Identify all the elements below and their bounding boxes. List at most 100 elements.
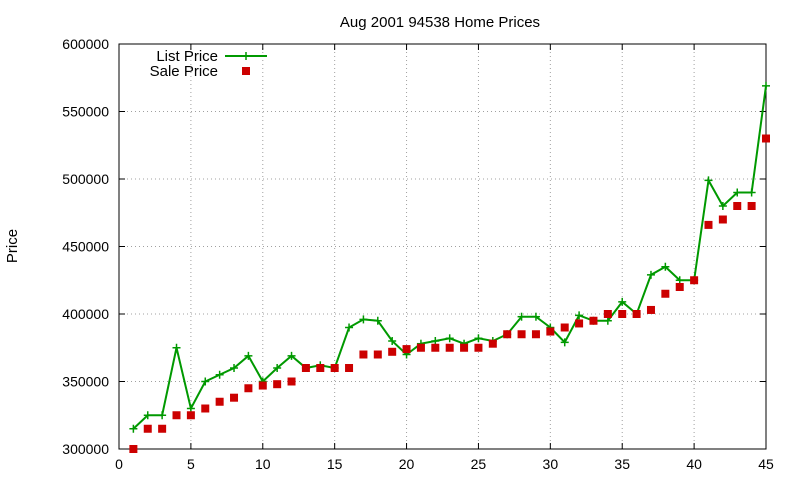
sale-price-point bbox=[603, 310, 612, 318]
legend-label-sale-price: Sale Price bbox=[150, 63, 218, 80]
sale-price-point bbox=[460, 343, 469, 352]
list-price-point bbox=[704, 176, 713, 185]
list-price-point bbox=[201, 377, 210, 386]
sale-price-point bbox=[244, 384, 253, 393]
sale-price-point bbox=[431, 343, 440, 352]
list-price-point bbox=[129, 424, 138, 433]
y-tick-label: 400000 bbox=[62, 306, 109, 322]
sale-price-point bbox=[273, 380, 282, 389]
x-tick-label: 15 bbox=[327, 456, 343, 472]
sale-price-point bbox=[661, 289, 670, 298]
sale-price-point bbox=[575, 319, 584, 328]
sale-price-point bbox=[704, 220, 713, 229]
sale-price-point bbox=[546, 327, 555, 336]
sale-price-point bbox=[445, 343, 454, 352]
sale-price-point bbox=[172, 411, 181, 420]
list-price-point bbox=[445, 334, 454, 343]
series bbox=[129, 81, 770, 453]
grid bbox=[119, 44, 766, 449]
plot-frame bbox=[118, 43, 767, 450]
sale-price-point bbox=[215, 397, 224, 406]
list-price-point bbox=[215, 370, 224, 379]
y-tick-label: 600000 bbox=[62, 36, 109, 52]
list-price-point bbox=[244, 351, 253, 360]
list-price-point bbox=[661, 262, 670, 271]
sale-price-point bbox=[474, 343, 483, 352]
list-price-point bbox=[531, 312, 540, 321]
sale-price-point bbox=[129, 445, 138, 453]
list-price-point bbox=[388, 337, 397, 345]
sale-price-point bbox=[201, 404, 210, 413]
list-price-point bbox=[345, 323, 354, 332]
list-price-point bbox=[373, 316, 382, 325]
sale-price-point bbox=[531, 330, 540, 339]
list-price-point bbox=[143, 411, 152, 420]
sale-price-point bbox=[330, 364, 339, 372]
x-tick-label: 35 bbox=[614, 456, 630, 472]
y-tick-label: 350000 bbox=[62, 374, 109, 390]
list-price-point bbox=[618, 297, 627, 306]
y-tick-label: 500000 bbox=[62, 171, 109, 187]
y-tick-label: 450000 bbox=[62, 239, 109, 255]
sale-price-point bbox=[416, 343, 425, 352]
y-tick-label: 300000 bbox=[62, 441, 109, 457]
sale-price-point bbox=[517, 330, 526, 339]
x-tick-label: 40 bbox=[686, 456, 702, 472]
y-tick-label: 550000 bbox=[62, 104, 109, 120]
sale-price-point bbox=[359, 350, 368, 359]
sale-price-point bbox=[258, 381, 267, 390]
legend-marker-sale-price bbox=[242, 67, 250, 75]
sale-price-point bbox=[488, 339, 497, 348]
sale-price-point bbox=[503, 330, 512, 339]
x-tick-label: 45 bbox=[758, 456, 774, 472]
sale-price-point bbox=[675, 283, 684, 291]
series-line-list-price bbox=[132, 85, 767, 430]
sale-price-point bbox=[618, 310, 627, 318]
list-price-point bbox=[230, 364, 239, 372]
sale-price-point bbox=[373, 350, 382, 359]
list-price-point bbox=[560, 338, 569, 347]
list-price-point bbox=[186, 404, 195, 413]
sale-price-point bbox=[632, 310, 641, 318]
list-price-point bbox=[747, 188, 756, 197]
list-price-point bbox=[517, 312, 526, 321]
sale-price-point bbox=[402, 345, 411, 354]
sale-price-point bbox=[646, 305, 655, 314]
list-price-point bbox=[287, 351, 296, 360]
sale-price-point bbox=[718, 215, 727, 224]
list-price-point bbox=[359, 315, 368, 324]
list-price-point bbox=[474, 334, 483, 343]
chart-title: Aug 2001 94538 Home Prices bbox=[340, 14, 540, 31]
list-price-point bbox=[603, 316, 612, 325]
list-price-point bbox=[675, 276, 684, 285]
sale-price-point bbox=[287, 377, 296, 386]
legend: List Price Sale Price bbox=[150, 48, 267, 80]
sale-price-point bbox=[143, 424, 152, 433]
sale-price-point bbox=[690, 276, 699, 285]
sale-price-point bbox=[560, 323, 569, 332]
x-tick-label: 30 bbox=[543, 456, 559, 472]
list-price-point bbox=[733, 188, 742, 197]
list-price-point bbox=[431, 337, 440, 345]
list-price-point bbox=[172, 343, 181, 352]
legend-marker-list-price bbox=[242, 52, 250, 60]
x-tick-label: 0 bbox=[115, 456, 123, 472]
axis-ticks: 0 5 10 15 20 25 30 35 40 45 300000 350000 400000 4500… bbox=[62, 36, 774, 472]
y-axis-label: Price bbox=[4, 229, 21, 263]
legend-label-list-price: List Price bbox=[156, 48, 218, 65]
list-price-point bbox=[158, 411, 167, 420]
sale-price-point bbox=[747, 202, 756, 210]
list-price-point bbox=[762, 81, 770, 90]
sale-price-point bbox=[316, 364, 325, 372]
sale-price-point bbox=[301, 364, 310, 372]
list-price-point bbox=[575, 311, 584, 320]
list-price-point bbox=[273, 364, 282, 372]
x-tick-label: 25 bbox=[471, 456, 487, 472]
sale-price-point bbox=[158, 424, 167, 433]
sale-price-point bbox=[388, 347, 397, 356]
sale-price-point bbox=[733, 202, 742, 210]
sale-price-point bbox=[762, 134, 770, 143]
sale-price-point bbox=[589, 316, 598, 325]
list-price-point bbox=[718, 202, 727, 210]
